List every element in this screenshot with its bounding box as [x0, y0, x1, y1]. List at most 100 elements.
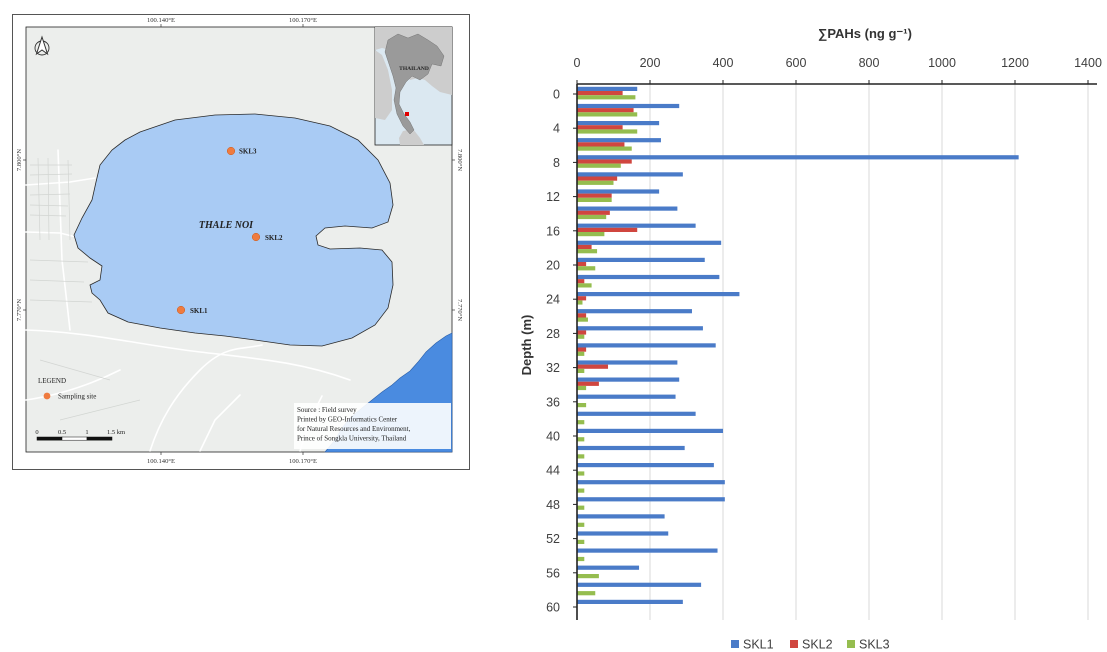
y-tick-label: 8	[553, 156, 560, 170]
bar-skl1-depth-58	[577, 582, 702, 587]
bar-skl3-depth-26	[577, 317, 588, 322]
y-tick-label: 28	[546, 327, 560, 341]
x-tick-label: 1000	[928, 56, 956, 70]
x-tick-label: 1200	[1001, 56, 1029, 70]
legend-swatch-skl2	[790, 640, 798, 648]
graticule-ticks	[23, 24, 455, 455]
source-line: for Natural Resources and Environment,	[297, 425, 411, 433]
inset-thailand-shape	[384, 33, 445, 135]
bar-skl3-depth-42	[577, 454, 585, 459]
bar-skl3-depth-10	[577, 180, 614, 185]
north-arrow-icon	[34, 35, 50, 56]
y-tick-label: 0	[553, 88, 560, 102]
bar-skl3-depth-16	[577, 232, 605, 237]
bar-skl3-depth-58	[577, 591, 596, 596]
site-marker-skl1	[176, 305, 186, 315]
scale-label-0: 0	[35, 429, 38, 436]
bar-skl1-depth-40	[577, 428, 723, 433]
sampling-sites: SKL3 SKL2 SKL1	[176, 146, 283, 315]
legend-label-skl3: SKL3	[859, 638, 890, 652]
bar-skl1-depth-42	[577, 445, 685, 451]
bar-skl2-depth-2	[577, 108, 634, 113]
bar-skl2-depth-24	[577, 296, 587, 301]
x-tick-label: 200	[640, 56, 661, 70]
chart-legend: SKL1 SKL2 SKL3	[731, 638, 890, 652]
bar-skl1-depth-48	[577, 497, 725, 502]
scale-label-1-5: 1.5 km	[107, 429, 125, 436]
site-label-skl2: SKL2	[265, 234, 283, 242]
y-tick-label: 32	[546, 361, 560, 375]
scale-label-1: 1	[85, 429, 88, 436]
map-legend-site-symbol	[43, 392, 51, 400]
y-tick-label: 12	[546, 190, 560, 204]
bar-skl2-depth-32	[577, 364, 609, 369]
graticule-top-east: 100.170°E	[289, 17, 317, 24]
bar-skl1-depth-28	[577, 326, 703, 331]
y-tick-label: 4	[553, 122, 560, 136]
bar-skl3-depth-8	[577, 163, 621, 168]
bar-skl3-depth-20	[577, 266, 596, 271]
x-tick-labels: 0 200 400 600 800 1000 1200 1400	[574, 56, 1102, 84]
bar-skl1-depth-12	[577, 189, 660, 194]
graticule-bottom-west: 100.140°E	[147, 458, 175, 465]
bars	[577, 86, 1019, 604]
legend-label-skl2: SKL2	[802, 638, 833, 652]
bar-skl3-depth-46	[577, 488, 585, 493]
graticule-right-south: 7.770°N	[456, 299, 463, 321]
bar-skl1-depth-44	[577, 463, 714, 468]
bar-skl2-depth-34	[577, 381, 599, 386]
x-tick-label: 400	[713, 56, 734, 70]
bar-skl1-depth-18	[577, 240, 722, 245]
bar-skl2-depth-16	[577, 227, 638, 232]
bar-skl2-depth-28	[577, 330, 587, 335]
inset-neighbour-land-west	[375, 50, 392, 120]
site-marker-skl2	[251, 232, 261, 242]
bar-skl3-depth-56	[577, 574, 599, 579]
y-tick-label: 40	[546, 430, 560, 444]
graticule-top-west: 100.140°E	[147, 17, 175, 24]
bar-skl1-depth-54	[577, 548, 718, 553]
thale-noi-lake	[73, 113, 394, 347]
bar-skl1-depth-24	[577, 292, 740, 297]
bar-skl2-depth-0	[577, 91, 623, 96]
bar-skl3-depth-36	[577, 403, 587, 408]
site-label-skl3: SKL3	[239, 148, 257, 156]
bar-skl3-depth-22	[577, 283, 592, 288]
town-streets	[29, 157, 141, 421]
bar-skl1-depth-2	[577, 103, 680, 109]
map-legend-title: LEGEND	[38, 377, 66, 385]
bar-skl3-depth-48	[577, 505, 585, 510]
inset-study-area-marker	[405, 112, 409, 116]
bar-skl3-depth-34	[577, 385, 587, 391]
study-area-map: THALE NOI SKL3 SKL2 SKL1 THAILAND LEGEND…	[12, 14, 470, 470]
bar-skl1-depth-38	[577, 411, 696, 416]
bar-skl3-depth-44	[577, 471, 585, 476]
bar-skl2-depth-30	[577, 347, 587, 352]
bar-skl2-depth-12	[577, 193, 612, 198]
bar-skl2-depth-10	[577, 176, 618, 181]
y-tick-label: 60	[546, 601, 560, 615]
bar-skl1-depth-30	[577, 343, 716, 348]
bar-skl1-depth-46	[577, 480, 725, 485]
y-tick-label: 24	[546, 293, 560, 307]
y-tick-label: 48	[546, 498, 560, 512]
source-text-background	[294, 403, 451, 449]
bar-skl3-depth-2	[577, 112, 638, 117]
y-tick-label: 44	[546, 464, 560, 478]
y-tick-label: 16	[546, 224, 560, 238]
x-tick-label: 1400	[1074, 56, 1102, 70]
map-legend: LEGEND Sampling site	[38, 377, 96, 401]
bar-skl3-depth-28	[577, 334, 585, 339]
bar-skl3-depth-12	[577, 197, 612, 202]
inset-locator-map: THAILAND	[374, 26, 453, 146]
y-tick-label: 36	[546, 395, 560, 409]
bar-skl3-depth-0	[577, 95, 636, 100]
bar-skl1-depth-4	[577, 121, 660, 126]
bar-skl3-depth-50	[577, 522, 585, 527]
gridlines	[649, 84, 1089, 620]
bar-skl2-depth-18	[577, 244, 592, 250]
bar-skl1-depth-22	[577, 274, 720, 280]
bar-skl1-depth-14	[577, 206, 678, 211]
bar-skl1-depth-20	[577, 257, 705, 262]
bar-skl1-depth-56	[577, 565, 640, 570]
